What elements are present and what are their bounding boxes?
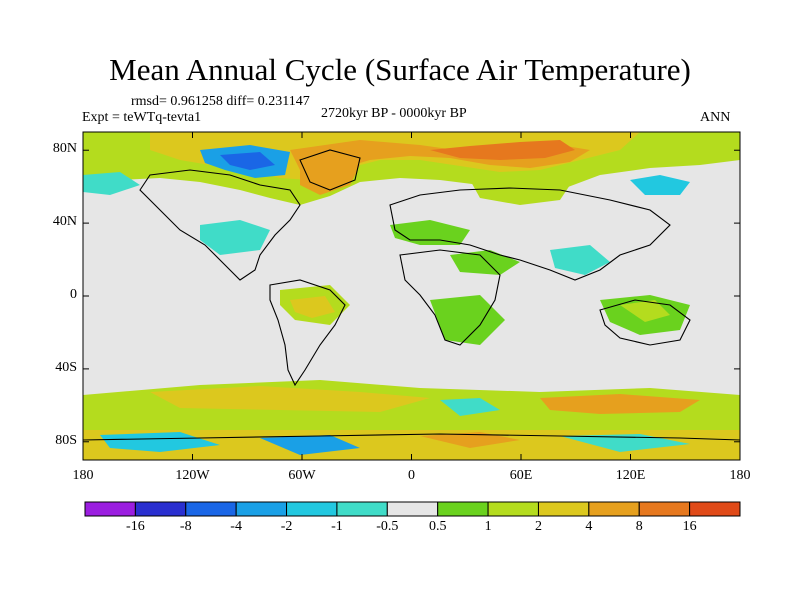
lon-label: 180 [72, 468, 94, 483]
antarctica-cool-west [100, 432, 220, 452]
colorbar-label: 8 [635, 519, 643, 534]
antarctica-warm [420, 432, 520, 448]
south-america-coast [269, 279, 346, 387]
colorbar-cell [689, 501, 741, 517]
colorbar [84, 501, 741, 517]
arctic-warmer [290, 140, 590, 172]
colorbar-label: 2 [534, 519, 542, 534]
period-label: 2720kyr BP - 0000kyr BP [321, 106, 467, 121]
colorbar-label: 1 [484, 519, 492, 534]
africa-coast [399, 249, 501, 346]
experiment-label: Expt = teWTq-tevta1 [82, 110, 202, 125]
north-america-coast [139, 169, 301, 281]
colorbar-label: -0.5 [376, 519, 399, 534]
lon-label: 60W [288, 468, 316, 483]
australia-coast [599, 299, 691, 346]
colorbar-cell [336, 501, 388, 517]
colorbar-label: -16 [126, 519, 145, 534]
lat-label: 80N [52, 141, 77, 157]
colorbar-cell [638, 501, 691, 517]
season-label: ANN [700, 110, 731, 125]
siberia-band [470, 178, 570, 205]
southern-ocean-warmer [540, 394, 700, 414]
arctic-hot [430, 140, 575, 160]
colorbar-cell [537, 501, 590, 517]
lon-label: 180 [729, 468, 751, 483]
south-america-warmer [290, 296, 335, 318]
africa-north-mild [450, 250, 520, 275]
colorbar-cell [84, 501, 136, 517]
colorbar-label: -8 [179, 519, 192, 534]
colorbar-cell [286, 501, 338, 517]
colorbar-cell [134, 501, 187, 517]
southern-ocean-warm [150, 386, 430, 412]
north-america-cool [200, 220, 270, 255]
colorbar-cell [437, 501, 489, 517]
southern-ocean-cool [440, 398, 500, 416]
coastlines [83, 149, 740, 441]
northeast-pacific-cool [630, 175, 690, 195]
colorbar-label: -4 [230, 519, 242, 534]
eurasia-coast [389, 187, 671, 281]
colorbar-cell [487, 501, 539, 517]
colorbar-label: -1 [331, 519, 343, 534]
lat-label: 0 [70, 287, 77, 302]
antarctica-cool-east [560, 434, 690, 452]
lon-label: 60E [509, 468, 533, 483]
axis-ticks [82, 132, 741, 460]
north-pacific-cool [83, 172, 140, 195]
lat-label: 40S [55, 359, 77, 375]
colorbar-cell [588, 501, 640, 517]
greenland-coast [299, 149, 361, 191]
colorbar-cell [185, 501, 237, 517]
lat-label: 80S [55, 432, 77, 448]
canada-colder [220, 152, 275, 170]
asia-cool [550, 245, 610, 275]
africa-south-mild [430, 295, 505, 345]
lon-label: 0 [408, 468, 415, 483]
antarctica-cold [260, 435, 360, 455]
map-title: Mean Annual Cycle (Surface Air Temperatu… [109, 52, 691, 87]
colorbar-label: 0.5 [428, 519, 447, 534]
colorbar-label: -2 [280, 519, 293, 534]
europe-mild [390, 220, 470, 245]
colorbar-cell [235, 501, 288, 517]
rmsd-diff-stats: rmsd= 0.961258 diff= 0.231147 [131, 94, 310, 109]
colorbar-label: 4 [585, 519, 593, 534]
lon-label: 120W [175, 468, 210, 483]
anomaly-field [83, 132, 740, 460]
antarctica-coast [83, 433, 740, 441]
colorbar-label: 16 [682, 519, 697, 534]
lon-label: 120E [615, 468, 646, 483]
australia-warm [620, 300, 670, 322]
colorbar-cell [386, 501, 439, 517]
lat-label: 40N [52, 214, 77, 230]
